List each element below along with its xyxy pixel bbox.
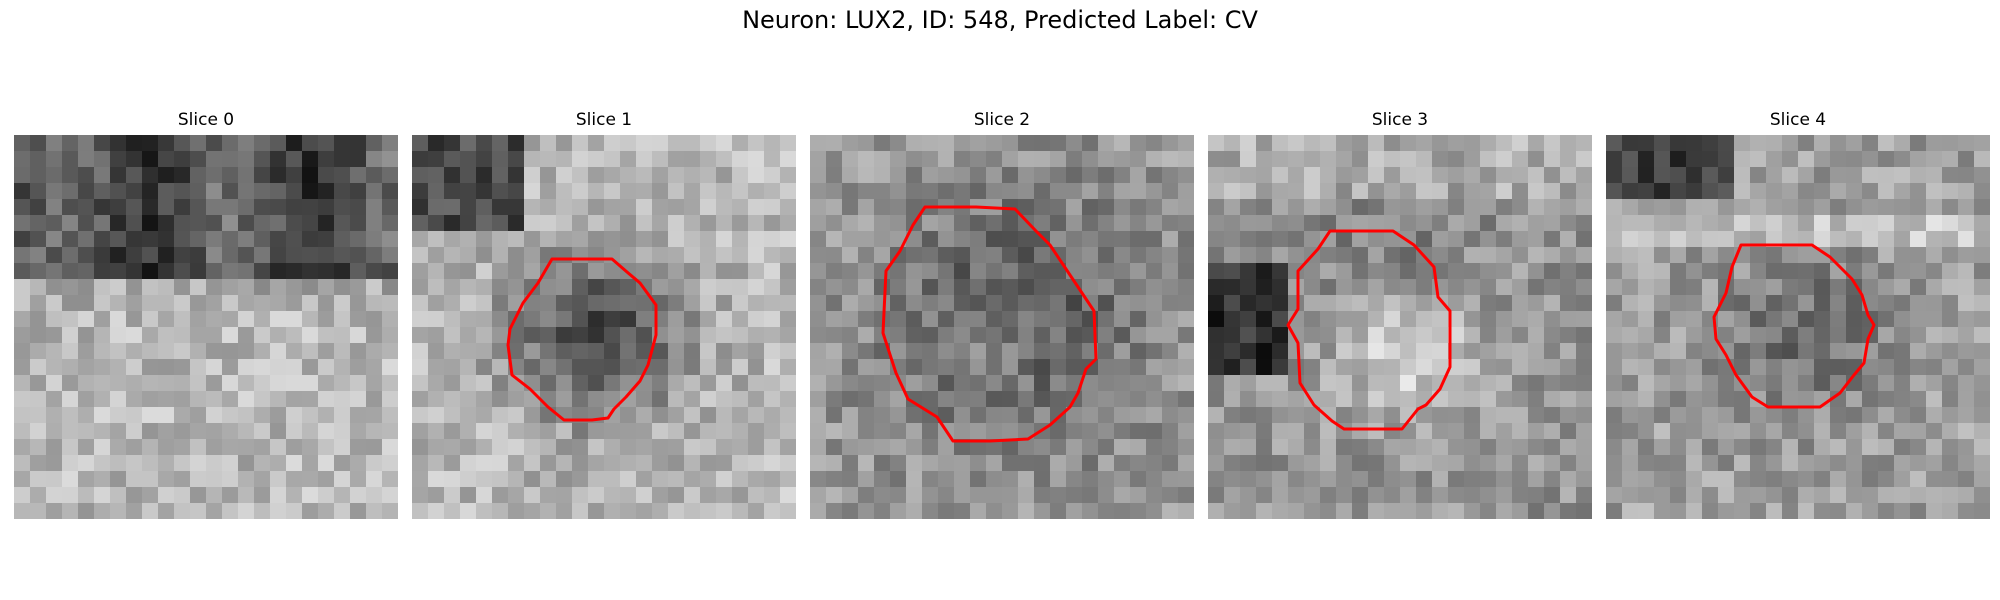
slice-title: Slice 3 [1371, 110, 1429, 130]
slice-panel-3: Slice 3 [1208, 108, 1592, 519]
slice-title: Slice 2 [973, 110, 1031, 130]
slice-image [412, 135, 796, 519]
slice-title: Slice 4 [1769, 110, 1827, 130]
slice-image [810, 135, 1194, 519]
roi-contour [1286, 229, 1452, 431]
roi-contour [1712, 243, 1876, 409]
slice-panel-1: Slice 1 [412, 108, 796, 519]
slice-image [14, 135, 398, 519]
slice-panel-4: Slice 4 [1606, 108, 1990, 519]
slice-title: Slice 0 [177, 110, 235, 130]
slice-title: Slice 1 [575, 110, 633, 130]
slice-panel-0: Slice 0 [14, 108, 398, 519]
slice-image [1208, 135, 1592, 519]
roi-contour [506, 257, 658, 422]
roi-contour [881, 205, 1098, 443]
figure-title: Neuron: LUX2, ID: 548, Predicted Label: … [742, 6, 1258, 34]
slice-image [1606, 135, 1990, 519]
slice-panel-2: Slice 2 [810, 108, 1194, 519]
